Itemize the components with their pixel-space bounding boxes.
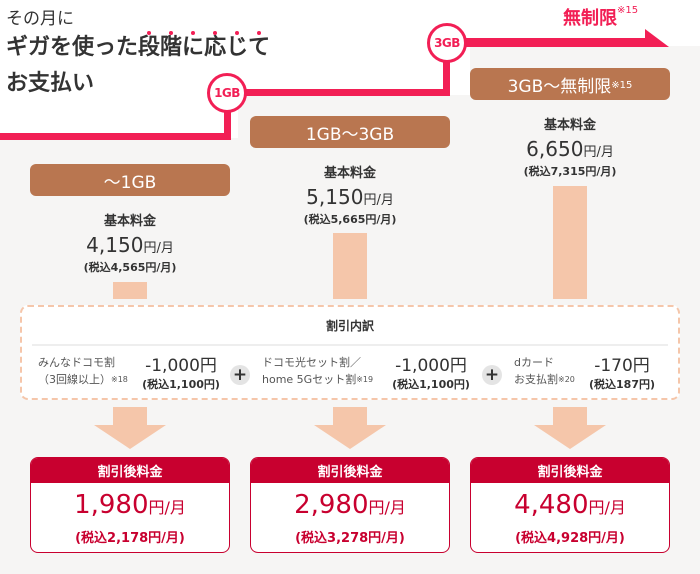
staircase-line-segment bbox=[450, 38, 648, 47]
headline-line2: ギガを使った段階に応じて bbox=[6, 30, 270, 66]
tax-included-price: (税込7,315円/月) bbox=[523, 165, 617, 178]
staircase-line-segment bbox=[443, 56, 450, 96]
price-value: 4,150 bbox=[86, 233, 144, 257]
tier-label-text: 〜1GB bbox=[103, 172, 157, 193]
discount-amount: -170円 bbox=[594, 356, 650, 376]
plus-symbol: + bbox=[484, 364, 500, 385]
base-fee-label: 基本料金 bbox=[103, 214, 156, 229]
discounted-price-card-2: 割引後料金 2,980円/月 (税込3,278円/月) bbox=[250, 457, 450, 553]
tier-label-3: 3GB〜無制限 ※15 bbox=[470, 68, 670, 100]
discount-name-line: （3回線以上） bbox=[38, 373, 111, 386]
step-marker-1gb: 1GB bbox=[207, 73, 247, 113]
card-header: 割引後料金 bbox=[31, 458, 229, 483]
step-marker-label: 1GB bbox=[214, 86, 240, 100]
price-unit: 円/月 bbox=[368, 498, 406, 517]
discount-name-line: みんなドコモ割 bbox=[38, 356, 115, 369]
headline-line1: その月に bbox=[6, 9, 74, 29]
emphasis-char: に bbox=[182, 35, 205, 60]
price-value: 2,980 bbox=[294, 490, 369, 520]
unlimited-text: 無制限 bbox=[563, 8, 617, 29]
divider bbox=[32, 344, 668, 346]
price-unit: 円/月 bbox=[148, 498, 186, 517]
base-fee-label: 基本料金 bbox=[323, 166, 376, 181]
discounted-price-card-3: 割引後料金 4,480円/月 (税込4,928円/月) bbox=[470, 457, 670, 553]
discount-name-line: home 5Gセット割 bbox=[262, 373, 357, 386]
plus-symbol: + bbox=[232, 364, 248, 385]
card-header: 割引後料金 bbox=[471, 458, 669, 483]
base-fee-label: 基本料金 bbox=[543, 118, 596, 133]
emphasis-char: じ bbox=[226, 35, 249, 60]
tier-label-text: 1GB〜3GB bbox=[305, 124, 395, 145]
base-price: 5,150円/月 bbox=[250, 185, 450, 209]
discount-name-3: dカード お支払割※20 bbox=[514, 354, 575, 388]
discount-tax-included: (税込187円) bbox=[588, 378, 656, 391]
discounted-price: 4,480円/月 bbox=[471, 490, 669, 523]
tier-label-1: 〜1GB bbox=[30, 164, 230, 196]
headline-plain: ギガを使った bbox=[6, 35, 139, 60]
discount-breakdown-box: 割引内訳 みんなドコモ割 （3回線以上）※18 -1,000円 (税込1,100… bbox=[20, 305, 680, 400]
discount-tax-included: (税込1,100円) bbox=[142, 378, 220, 391]
emphasis-char: て bbox=[248, 35, 271, 60]
staircase-line-segment bbox=[224, 100, 231, 140]
discount-name-line: dカード bbox=[514, 356, 554, 369]
tax-included-price: (税込2,178円/月) bbox=[75, 531, 185, 546]
unlimited-label: 無制限※15 bbox=[563, 4, 638, 30]
step-marker-label: 3GB bbox=[434, 36, 460, 50]
footnote-ref: ※15 bbox=[611, 79, 633, 91]
step-marker-3gb: 3GB bbox=[427, 23, 467, 63]
tier-bar-3 bbox=[553, 186, 587, 299]
footnote-ref: ※15 bbox=[617, 5, 639, 16]
footnote-ref: ※19 bbox=[356, 375, 374, 384]
discount-amount-1: -1,000円 (税込1,100円) bbox=[136, 351, 226, 392]
discount-tax-included: (税込1,100円) bbox=[392, 378, 470, 391]
footnote-ref: ※20 bbox=[558, 375, 575, 384]
tier-price-2: 基本料金 5,150円/月 (税込5,665円/月) bbox=[250, 162, 450, 227]
discount-name-2: ドコモ光セット割／ home 5Gセット割※19 bbox=[262, 354, 373, 388]
discount-amount: -1,000円 bbox=[395, 356, 467, 376]
discounted-price: 1,980円/月 bbox=[31, 490, 229, 523]
price-value: 1,980 bbox=[74, 490, 149, 520]
tax-included-price: (税込4,928円/月) bbox=[515, 531, 625, 546]
price-value: 4,480 bbox=[514, 490, 589, 520]
discount-amount-3: -170円 (税込187円) bbox=[582, 351, 662, 392]
discount-amount-2: -1,000円 (税込1,100円) bbox=[386, 351, 476, 392]
price-unit: 円/月 bbox=[588, 498, 626, 517]
discount-name-line: ドコモ光セット割／ bbox=[262, 356, 361, 369]
staircase-line-segment bbox=[230, 89, 450, 96]
headline: ギガを使った段階に応じて お支払い bbox=[6, 30, 270, 102]
staircase-line-segment bbox=[0, 133, 230, 140]
card-header: 割引後料金 bbox=[251, 458, 449, 483]
discount-title: 割引内訳 bbox=[325, 319, 374, 333]
plus-icon: + bbox=[482, 365, 502, 385]
discount-name-1: みんなドコモ割 （3回線以上）※18 bbox=[38, 354, 128, 388]
price-unit: 円/月 bbox=[363, 193, 394, 208]
tier-bar-1 bbox=[113, 282, 147, 299]
price-value: 6,650 bbox=[526, 137, 584, 161]
tax-included-price: (税込4,565円/月) bbox=[83, 261, 177, 274]
emphasis-char: 応 bbox=[204, 35, 227, 60]
emphasis-char: 階 bbox=[160, 35, 183, 60]
footnote-ref: ※18 bbox=[111, 375, 128, 384]
discounted-price: 2,980円/月 bbox=[251, 490, 449, 523]
discounted-price-card-1: 割引後料金 1,980円/月 (税込2,178円/月) bbox=[30, 457, 230, 553]
tier-label-text: 3GB〜無制限 bbox=[507, 76, 612, 97]
headline-line3: お支払い bbox=[6, 71, 95, 96]
tier-bar-2 bbox=[333, 233, 367, 299]
tax-included-price: (税込3,278円/月) bbox=[295, 531, 405, 546]
base-price: 4,150円/月 bbox=[30, 233, 230, 257]
price-value: 5,150 bbox=[306, 185, 364, 209]
tier-label-2: 1GB〜3GB bbox=[250, 116, 450, 148]
arrow-right-icon bbox=[645, 29, 669, 47]
tier-price-3: 基本料金 6,650円/月 (税込7,315円/月) bbox=[470, 114, 670, 179]
discount-amount: -1,000円 bbox=[145, 356, 217, 376]
price-unit: 円/月 bbox=[143, 241, 174, 256]
emphasis-char: 段 bbox=[138, 35, 161, 60]
price-unit: 円/月 bbox=[583, 145, 614, 160]
base-price: 6,650円/月 bbox=[470, 137, 670, 161]
tier-price-1: 基本料金 4,150円/月 (税込4,565円/月) bbox=[30, 210, 230, 275]
plus-icon: + bbox=[230, 365, 250, 385]
discount-name-line: お支払割 bbox=[514, 373, 558, 386]
tax-included-price: (税込5,665円/月) bbox=[303, 213, 397, 226]
